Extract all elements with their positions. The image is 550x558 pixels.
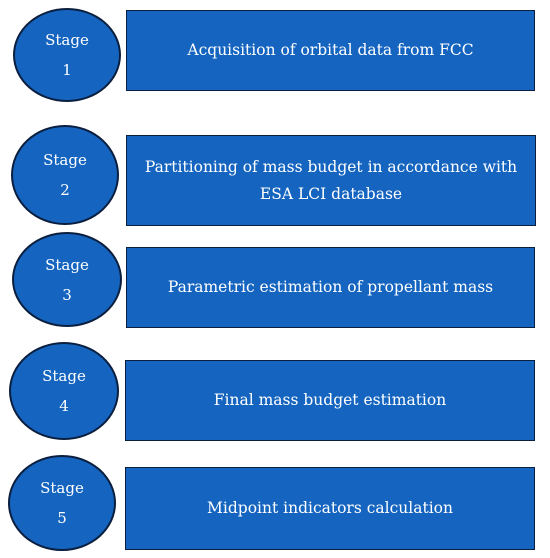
stage-3-box: Parametric estimation of propellant mass [126,247,535,328]
stage-3-number: 3 [62,285,72,304]
stage-5-box: Midpoint indicators calculation [125,467,535,550]
stage-5-number: 5 [57,509,67,527]
stage-1-box: Acquisition of orbital data from FCC [126,10,535,91]
stage-2-box: Partitioning of mass budget in accordanc… [126,135,536,226]
stage-1-label: Stage [45,31,89,49]
stage-5-circle: Stage 5 [8,455,116,551]
stage-4-label: Stage [42,367,86,385]
stage-2-number: 2 [60,181,70,199]
stage-1-description: Acquisition of orbital data from FCC [187,41,474,59]
stage-2-description-line-1: Partitioning of mass budget in accordanc… [144,157,518,176]
stage-4-box: Final mass budget estimation [125,360,535,441]
stage-3-description: Parametric estimation of propellant mass [167,278,494,296]
stage-1-circle: Stage 1 [13,8,121,102]
stage-2-circle: Stage 2 [11,125,119,225]
stage-5-description: Midpoint indicators calculation [207,499,453,517]
stage-3-circle: Stage 3 [12,232,122,327]
stage-4-circle: Stage 4 [9,342,119,440]
stage-3-label: Stage [45,255,89,274]
stage-4-number: 4 [59,397,69,415]
stage-2-label: Stage [43,151,87,169]
stage-1-number: 1 [62,61,72,79]
stage-5-label: Stage [40,479,84,497]
stage-2-description-line-2: ESA LCI database [259,184,403,203]
stage-4-description: Final mass budget estimation [213,391,447,409]
